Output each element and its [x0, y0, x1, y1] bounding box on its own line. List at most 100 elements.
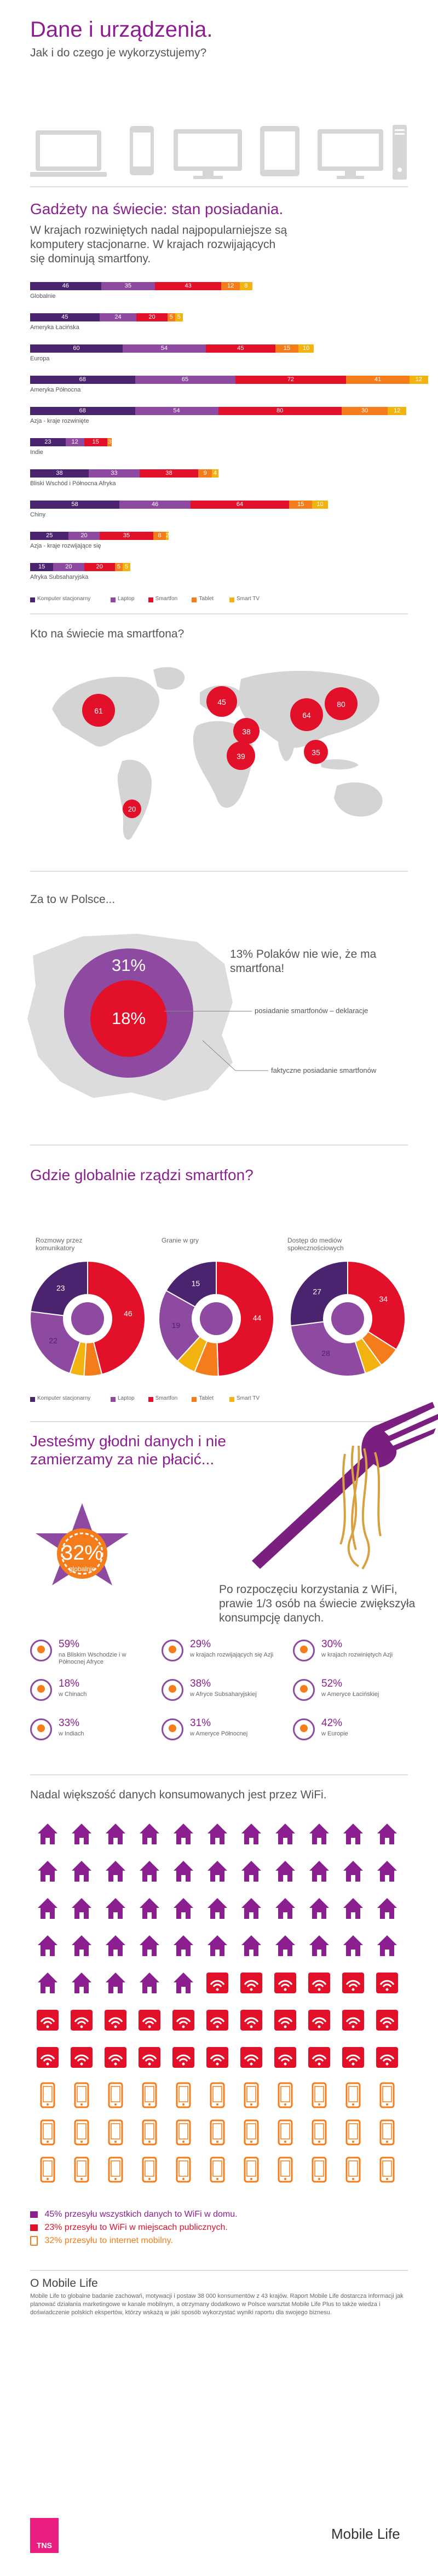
- stat-percentage: 29%: [190, 1638, 211, 1650]
- wifi-legend-text: 45% przesyłu wszystkich danych to WiFi w…: [44, 2210, 238, 2219]
- phone-icon: [108, 2082, 123, 2108]
- stat-description: w Chinach: [59, 1691, 87, 1698]
- bar-row: 23 12 15 3: [30, 438, 408, 446]
- tv-icon: [318, 129, 383, 179]
- donut-value: 15: [192, 1279, 200, 1288]
- phone-icon: [210, 2119, 225, 2146]
- poland-map: [27, 934, 233, 1101]
- bar-segment: 41: [346, 376, 410, 384]
- laptop-icon: [30, 130, 107, 177]
- donut-value: 34: [379, 1295, 388, 1303]
- bubble-label: 38: [242, 727, 251, 736]
- outer-percentage: 31%: [111, 956, 146, 975]
- greenland: [153, 667, 185, 690]
- house-icon: [275, 1824, 295, 1844]
- phone-icon: [210, 2157, 225, 2183]
- house-icon: [106, 1973, 125, 1993]
- stat-percentage: 52%: [321, 1678, 343, 1689]
- signal-icon: [105, 2010, 126, 2031]
- donut-slice: [30, 1310, 81, 1375]
- bar-segment: 24: [99, 313, 137, 321]
- bar-row-label: Indie: [30, 449, 43, 456]
- wifi-region-icon: [162, 1640, 183, 1661]
- house-icon: [377, 1898, 397, 1919]
- donut-label: Granie w gry: [162, 1237, 199, 1244]
- wifi-region-icon: [30, 1718, 52, 1740]
- ownership-legend: Komputer stacjonarny Laptop Smartfon Tablet…: [30, 596, 408, 605]
- house-icon: [140, 1898, 159, 1919]
- desktop-tower-icon: [393, 125, 407, 180]
- phone-icon: [142, 2119, 157, 2146]
- poland-quote: 13% Polaków nie wie, że ma smartfona!: [230, 948, 377, 975]
- house-icon: [72, 1824, 91, 1844]
- phone-icon: [278, 2157, 293, 2183]
- legend-swatch: [229, 1397, 234, 1402]
- global-label: globalnie: [68, 1565, 96, 1573]
- house-icon: [72, 1861, 91, 1882]
- devices-icons: [30, 125, 407, 180]
- region-stat: 42% w Europie: [293, 1716, 413, 1749]
- rules-title: Gdzie globalnie rządzi smartfon?: [30, 1166, 253, 1183]
- phone-icon: [312, 2157, 327, 2183]
- house-icon: [343, 1935, 363, 1956]
- bubble-label: 45: [217, 698, 226, 706]
- bar-segment: 45: [30, 313, 100, 321]
- legend-label: Laptop: [118, 596, 135, 602]
- house-icon: [208, 1861, 227, 1882]
- games-icon: [200, 1302, 233, 1335]
- bar-segment: 43: [155, 282, 222, 290]
- smartphone-icon: [130, 126, 154, 175]
- bar-segment: 80: [218, 407, 342, 415]
- house-icon: [275, 1861, 295, 1882]
- house-icon: [174, 1824, 193, 1844]
- region-stat: 30% w krajach rozwiniętych Azji: [293, 1637, 413, 1670]
- signal-icon: [240, 2047, 262, 2068]
- actual-pointer-line: [203, 1040, 268, 1071]
- wifi-region-icon: [293, 1718, 315, 1740]
- signal-icon: [172, 2010, 194, 2031]
- bar-row: 15 20 20 5 5: [30, 563, 408, 571]
- bar-row-label: Ameryka Północna: [30, 387, 81, 393]
- stat-percentage: 31%: [190, 1717, 211, 1729]
- phone-icon: [345, 2082, 361, 2108]
- house-icon: [140, 1935, 159, 1956]
- wifi-legend-item: 45% przesyłu wszystkich danych to WiFi w…: [30, 2210, 408, 2223]
- signal-icon: [308, 1973, 330, 1993]
- donut-charts: 46 22 23 44 19 15 34 28 27: [30, 1260, 406, 1377]
- legend-swatch: [192, 1397, 197, 1402]
- bar-segment: 12: [388, 407, 407, 415]
- bar-row-label: Azja - kraje rozwijające się: [30, 543, 101, 549]
- phone-icon: [312, 2119, 327, 2146]
- house-icon: [309, 1935, 329, 1956]
- donut-value: 19: [172, 1321, 181, 1330]
- bar-segment: 60: [30, 344, 123, 353]
- australia: [334, 782, 383, 817]
- bar-row-label: Azja - kraje rozwinięte: [30, 418, 89, 424]
- wifi-icon-grid: [37, 1824, 398, 2183]
- bar-segment: 15: [275, 344, 299, 353]
- about-title: O Mobile Life: [30, 2277, 98, 2290]
- house-icon: [140, 1824, 159, 1844]
- noodles: [339, 1445, 382, 1570]
- donut-slice: [87, 1260, 146, 1375]
- house-icon: [106, 1898, 125, 1919]
- signal-dot: [300, 1724, 308, 1732]
- bubble-label: 80: [337, 700, 345, 709]
- house-icon: [174, 1973, 193, 1993]
- bar-row: 46 35 43 12 8: [30, 282, 408, 290]
- bar-segment: 68: [30, 407, 135, 415]
- donut-value: 23: [56, 1284, 65, 1292]
- phone-icon: [74, 2082, 89, 2108]
- house-icon: [208, 1935, 227, 1956]
- wifi-region-icon: [30, 1679, 52, 1701]
- house-icon: [38, 1824, 57, 1844]
- donut-slice: [347, 1260, 406, 1350]
- signal-icon: [376, 2010, 398, 2031]
- house-icon: [106, 1861, 125, 1882]
- phone-icon: [30, 2236, 38, 2246]
- house-icon: [106, 1935, 125, 1956]
- house-icon: [38, 1861, 57, 1882]
- bar-segment: 65: [135, 376, 235, 384]
- region-stat: 52% w Ameryce Łacińskiej: [293, 1677, 413, 1710]
- region-stat: 38% w Afryce Subsaharyjskiej: [162, 1677, 282, 1710]
